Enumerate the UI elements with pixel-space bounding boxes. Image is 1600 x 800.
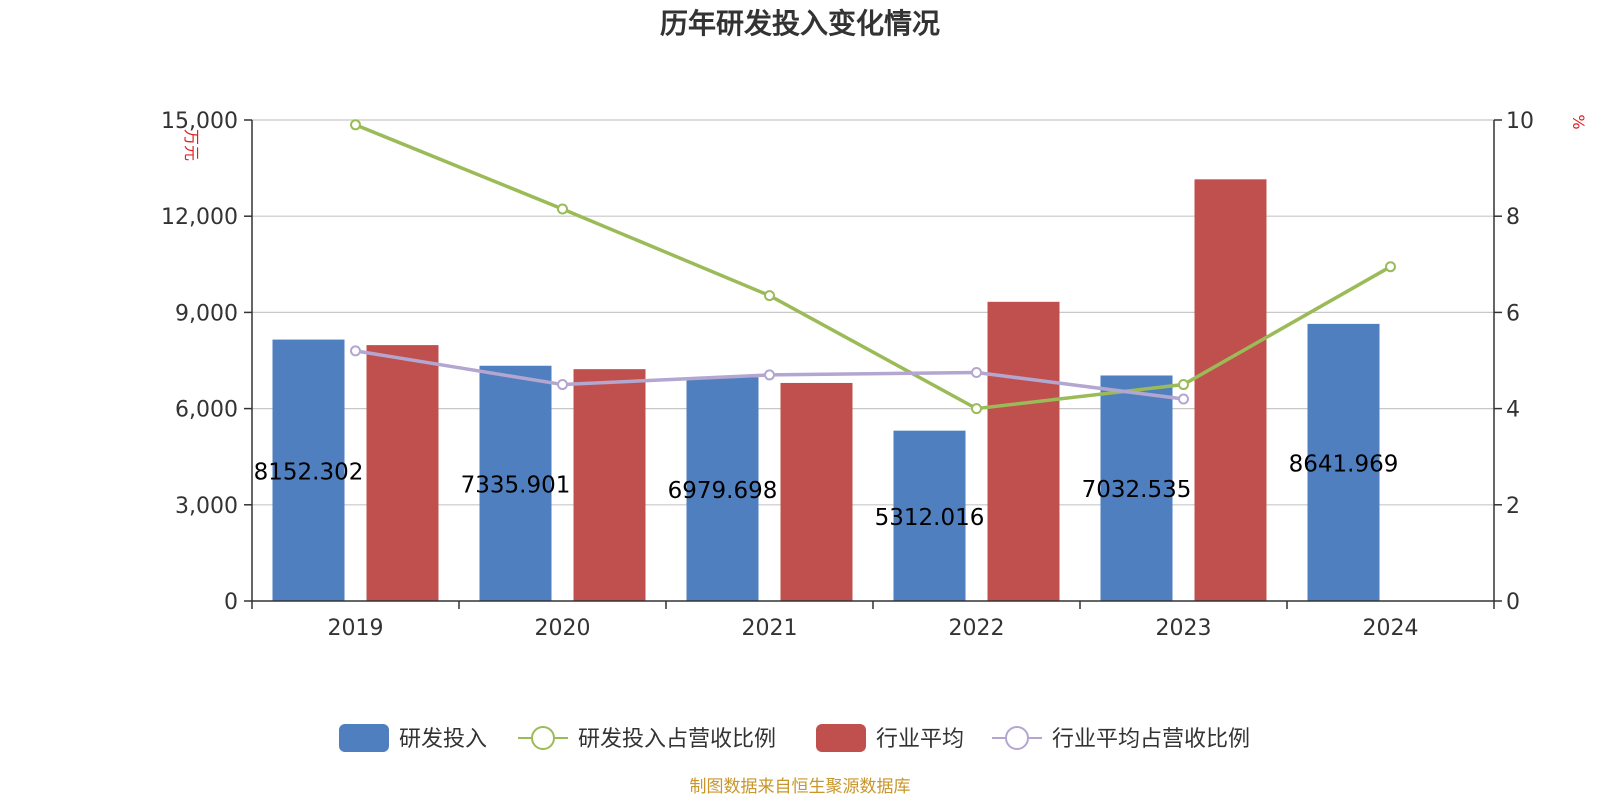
legend-swatch-marker xyxy=(531,726,555,750)
left-tick-label: 12,000 xyxy=(161,205,238,230)
left-tick-label: 3,000 xyxy=(175,494,238,519)
industry-ratio-point xyxy=(764,369,775,381)
x-axis-ticks: 2019 2020 2021 2022 2023 2024 xyxy=(251,601,1495,641)
rd-ratio-point xyxy=(1178,379,1189,391)
x-tick-label: 2023 xyxy=(1156,616,1212,641)
gridlines xyxy=(252,119,1494,506)
left-tick-label: 15,000 xyxy=(161,109,238,134)
right-tick-label: 2 xyxy=(1506,494,1520,519)
industry-ratio-point xyxy=(971,367,982,379)
x-tick-label: 2019 xyxy=(328,616,384,641)
bar-rd-investment xyxy=(893,430,966,601)
bar-data-label: 8641.969 xyxy=(1289,451,1399,477)
left-tick-label: 6,000 xyxy=(175,398,238,423)
bar-data-label: 7335.901 xyxy=(461,472,571,498)
x-tick-label: 2020 xyxy=(535,616,591,641)
lines xyxy=(350,119,1396,415)
rd-ratio-point xyxy=(764,290,775,302)
x-tick-label: 2024 xyxy=(1363,616,1419,641)
rd-ratio-point xyxy=(350,119,361,131)
left-tick-label: 0 xyxy=(224,590,238,615)
right-tick-label: 8 xyxy=(1506,205,1520,230)
left-tick-label: 9,000 xyxy=(175,301,238,326)
right-tick-label: 10 xyxy=(1506,109,1534,134)
legend-label: 研发投入 xyxy=(399,727,487,752)
rd-ratio-point xyxy=(557,203,568,215)
legend-swatch-bar xyxy=(339,724,389,752)
source-note: 制图数据来自恒生聚源数据库 xyxy=(690,777,911,797)
rd-ratio-line xyxy=(354,123,1392,411)
industry-ratio-point xyxy=(1178,393,1189,405)
bar-rd-investment xyxy=(272,339,345,601)
industry-ratio-point xyxy=(350,345,361,357)
x-tick-label: 2022 xyxy=(949,616,1005,641)
chart-title: 历年研发投入变化情况 xyxy=(660,7,940,40)
bars xyxy=(272,179,1380,601)
bar-data-labels: 8152.302 7335.901 6979.698 5312.016 7032.535… xyxy=(254,451,1399,530)
industry-ratio-point xyxy=(557,379,568,391)
bar-rd-investment xyxy=(1100,375,1173,601)
bar-data-label: 7032.535 xyxy=(1082,477,1192,503)
left-axis-ticks: 0 3,000 6,000 9,000 12,000 15,000 xyxy=(161,109,252,615)
bar-rd-investment xyxy=(1307,323,1380,601)
left-axis-unit: 万元 xyxy=(182,129,201,161)
x-tick-label: 2021 xyxy=(742,616,798,641)
bar-rd-investment xyxy=(479,365,552,601)
bar-data-label: 8152.302 xyxy=(254,459,364,485)
rd-ratio-point xyxy=(971,403,982,415)
bar-industry-average xyxy=(366,345,439,601)
legend-label: 行业平均 xyxy=(876,727,964,752)
bar-industry-average xyxy=(987,301,1060,601)
bar-data-label: 5312.016 xyxy=(875,505,985,531)
right-tick-label: 0 xyxy=(1506,590,1520,615)
rd-ratio-point xyxy=(1385,261,1396,273)
bar-industry-average xyxy=(1194,179,1267,601)
bar-industry-average xyxy=(573,369,646,601)
legend: 研发投入 研发投入占营收比例 行业平均 行业平均占营收比例 xyxy=(339,724,1250,752)
legend-label: 研发投入占营收比例 xyxy=(578,727,776,752)
bar-data-label: 6979.698 xyxy=(668,478,778,504)
right-tick-label: 4 xyxy=(1506,398,1520,423)
right-tick-label: 6 xyxy=(1506,301,1520,326)
legend-swatch-bar xyxy=(816,724,866,752)
right-axis-unit: % xyxy=(1569,114,1588,129)
legend-swatch-marker xyxy=(1005,726,1029,750)
bar-industry-average xyxy=(780,382,853,601)
right-axis-ticks: 0 2 4 6 8 10 xyxy=(1494,109,1534,615)
bar-rd-investment xyxy=(686,377,759,601)
legend-label: 行业平均占营收比例 xyxy=(1052,727,1250,752)
